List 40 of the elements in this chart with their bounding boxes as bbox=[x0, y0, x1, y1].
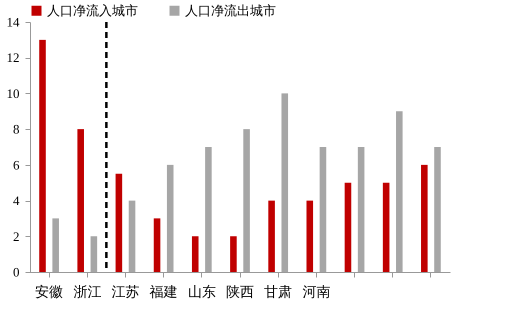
x-tick-label: 福建 bbox=[150, 284, 178, 300]
bar bbox=[306, 200, 314, 272]
bar bbox=[39, 40, 46, 272]
y-tick-label: 8 bbox=[13, 122, 20, 137]
bar bbox=[281, 93, 288, 272]
bar bbox=[154, 218, 160, 272]
x-tick-label: 浙江 bbox=[73, 284, 102, 300]
y-tick-label: 0 bbox=[13, 264, 20, 280]
bar bbox=[205, 147, 212, 272]
bar bbox=[358, 147, 364, 272]
bar bbox=[77, 129, 84, 272]
x-tick-label: 江苏 bbox=[111, 284, 140, 300]
bar bbox=[320, 147, 326, 272]
bar bbox=[128, 200, 136, 272]
bar bbox=[166, 164, 174, 272]
x-tick-label: 甘肃 bbox=[264, 284, 292, 300]
x-tick-label: 河南 bbox=[302, 284, 330, 300]
legend-label: 人口净流出城市 bbox=[185, 2, 276, 18]
y-tick-label: 2 bbox=[13, 228, 20, 244]
bar bbox=[382, 182, 390, 272]
bar bbox=[230, 236, 237, 272]
bar bbox=[243, 129, 250, 272]
bar bbox=[52, 218, 59, 272]
bar bbox=[344, 182, 352, 272]
bar bbox=[434, 147, 441, 272]
bar bbox=[116, 174, 122, 272]
bar bbox=[396, 111, 403, 272]
x-tick-label: 山东 bbox=[188, 284, 216, 300]
bar bbox=[268, 200, 275, 272]
bar bbox=[421, 164, 428, 272]
y-tick-label: 6 bbox=[13, 157, 20, 172]
legend-label: 人口净流入城市 bbox=[47, 2, 138, 18]
x-tick-label: 安徽 bbox=[35, 284, 64, 300]
x-tick-label: 陕西 bbox=[226, 284, 254, 300]
y-tick-label: 10 bbox=[6, 86, 20, 101]
y-tick-label: 12 bbox=[6, 50, 20, 66]
bar bbox=[90, 236, 98, 272]
bar bbox=[192, 236, 199, 272]
y-tick-label: 14 bbox=[6, 14, 20, 30]
y-tick-label: 4 bbox=[13, 193, 20, 208]
